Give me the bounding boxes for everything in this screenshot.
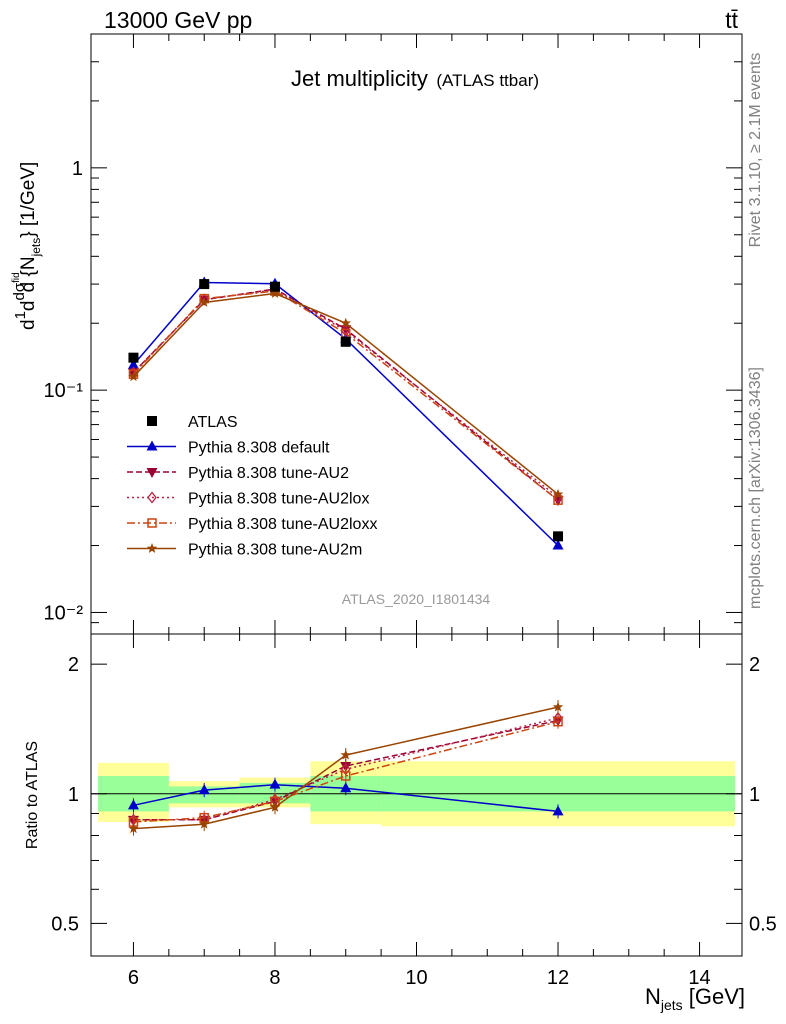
ratio-series-pythia-8-308-default bbox=[127, 777, 564, 819]
series-line bbox=[132, 290, 559, 501]
data-point bbox=[127, 358, 139, 369]
y-tick-label: 10⁻² bbox=[44, 602, 84, 624]
legend-marker bbox=[146, 543, 158, 553]
x-tick-label: 6 bbox=[128, 967, 139, 989]
data-point bbox=[128, 352, 139, 363]
legend-entry: Pythia 8.308 tune-AU2 bbox=[127, 465, 349, 482]
x-tick-label: 14 bbox=[688, 967, 710, 989]
legend-label: Pythia 8.308 tune-AU2loxx bbox=[188, 516, 377, 533]
legend-entry: Pythia 8.308 default bbox=[127, 440, 330, 457]
series-pythia-8-308-tune-au2m bbox=[128, 288, 564, 499]
legend-label: Pythia 8.308 tune-AU2lox bbox=[188, 491, 369, 508]
x-tick-label: 12 bbox=[547, 967, 569, 989]
x-tick-label: 8 bbox=[269, 967, 280, 989]
ratio-data-point bbox=[552, 701, 564, 712]
data-point bbox=[340, 317, 351, 328]
data-point bbox=[552, 488, 564, 499]
legend: ATLAS Pythia 8.308 default Pythia 8.308 tu… bbox=[127, 414, 377, 559]
ratio-data-point bbox=[340, 771, 351, 781]
ratio-series-pythia-8-308-tune-au2m bbox=[128, 700, 564, 836]
ratio-data-point bbox=[269, 801, 281, 812]
side-label-mcplots: mcplots.cern.ch [arXiv:1306.3436] bbox=[747, 367, 764, 609]
x-axis-label: Njets [GeV] bbox=[645, 984, 745, 1013]
y-tick-label: 10⁻¹ bbox=[44, 380, 84, 402]
data-point bbox=[269, 288, 281, 298]
ratio-data-point bbox=[552, 805, 564, 816]
data-point bbox=[340, 336, 351, 347]
ratio-data-point bbox=[198, 784, 210, 795]
ratio-data-point bbox=[340, 782, 352, 793]
svg-text:d1ddσfidd {Njets} [1/GeV]: d1ddσfidd {Njets} [1/GeV] bbox=[11, 162, 43, 330]
side-label-rivet: Rivet 3.1.10, ≥ 2.1M events bbox=[747, 53, 764, 248]
chart-title: Jet multiplicity (ATLAS ttbar) bbox=[291, 66, 539, 91]
legend-marker bbox=[147, 416, 157, 426]
data-point bbox=[269, 281, 280, 292]
ratio-y-axis-label: Ratio to ATLAS bbox=[24, 741, 41, 849]
ratio-data-point bbox=[198, 818, 210, 829]
legend-marker bbox=[146, 440, 158, 451]
legend-entry: ATLAS bbox=[147, 414, 238, 431]
ratio-panel: 6 8 10 12 140.5 0.51 12 2 bbox=[51, 633, 777, 989]
legend-label: Pythia 8.308 tune-AU2 bbox=[188, 465, 349, 482]
ratio-data-point bbox=[128, 823, 139, 834]
series-atlas bbox=[128, 279, 564, 542]
main-y-axis-label: d1ddσfidd {Njets} [1/GeV] bbox=[11, 162, 43, 330]
ratio-series-line bbox=[133, 719, 559, 821]
legend-label: ATLAS bbox=[188, 414, 238, 431]
legend-marker bbox=[146, 468, 158, 478]
ratio-y-tick-label: 2 bbox=[68, 654, 79, 676]
ratio-data-point bbox=[340, 749, 351, 760]
x-tick-label: 10 bbox=[405, 967, 427, 989]
header-left: 13000 GeV pp bbox=[104, 7, 252, 33]
ratio-y-tick-label-right: 2 bbox=[749, 654, 760, 676]
data-point bbox=[198, 296, 210, 307]
data-point bbox=[552, 539, 564, 550]
ratio-data-point bbox=[127, 799, 139, 810]
ratio-data-point bbox=[553, 716, 563, 727]
ratio-y-tick-label: 0.5 bbox=[51, 913, 79, 935]
legend-label: Pythia 8.308 default bbox=[188, 440, 330, 457]
legend-entry: Pythia 8.308 tune-AU2lox bbox=[127, 491, 369, 508]
data-point bbox=[553, 531, 564, 542]
data-point bbox=[199, 279, 210, 290]
ratio-y-tick-label-right: 1 bbox=[749, 784, 760, 806]
header-right: tt̄ bbox=[725, 7, 738, 33]
main-panel: 1 10⁻¹ 10⁻² bbox=[44, 33, 743, 635]
legend-entry: Pythia 8.308 tune-AU2loxx bbox=[127, 516, 377, 533]
chart-title-sub: (ATLAS ttbar) bbox=[436, 71, 539, 90]
chart-title-main: Jet multiplicity bbox=[291, 66, 428, 91]
ratio-series-line bbox=[133, 720, 559, 823]
data-point bbox=[340, 325, 352, 336]
ratio-data-point bbox=[269, 778, 281, 789]
ratio-y-tick-label: 1 bbox=[68, 784, 79, 806]
legend-label: Pythia 8.308 tune-AU2m bbox=[188, 542, 362, 559]
analysis-watermark: ATLAS_2020_I1801434 bbox=[342, 591, 491, 607]
data-point bbox=[128, 371, 139, 382]
legend-entry: Pythia 8.308 tune-AU2m bbox=[127, 542, 362, 559]
series-pythia-8-308-default bbox=[127, 276, 564, 550]
ratio-y-tick-label-right: 0.5 bbox=[749, 913, 777, 935]
y-tick-label: 1 bbox=[72, 158, 83, 180]
legend-marker bbox=[147, 491, 157, 504]
legend-marker bbox=[147, 518, 157, 528]
